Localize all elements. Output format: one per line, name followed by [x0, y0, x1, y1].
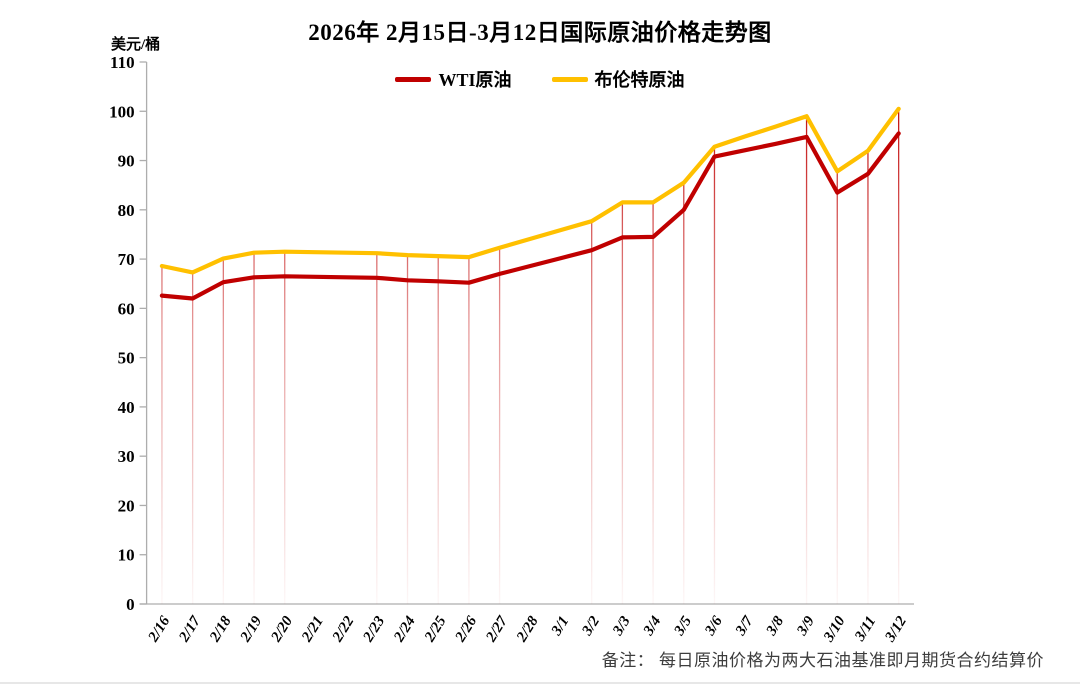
wti-line-swatch-icon — [395, 76, 432, 82]
y-tick-label: 50 — [118, 349, 135, 368]
x-tick-label: 2/18 — [206, 613, 234, 645]
y-tick-label: 10 — [118, 546, 135, 565]
x-tick-label: 3/2 — [579, 613, 604, 639]
y-tick-label: 80 — [118, 201, 135, 220]
y-tick-label: 100 — [109, 102, 135, 121]
brent-line-swatch-icon — [551, 76, 588, 82]
y-tick-label: 110 — [110, 53, 135, 72]
x-tick-label: 3/1 — [548, 614, 572, 640]
x-tick-label: 3/6 — [702, 613, 727, 639]
y-tick-label: 90 — [118, 152, 135, 171]
x-tick-label: 3/11 — [852, 614, 880, 645]
x-tick-label: 3/8 — [763, 613, 788, 639]
x-tick-label: 2/17 — [176, 613, 204, 645]
x-tick-label: 2/23 — [360, 613, 388, 645]
x-tick-label: 3/9 — [794, 613, 819, 639]
x-tick-label: 2/26 — [452, 613, 480, 645]
legend-label-wti: WTI原油 — [438, 70, 512, 90]
y-axis: 0 10 20 30 40 50 60 70 80 90 100 110 — [109, 53, 148, 614]
x-tick-label: 3/7 — [732, 613, 757, 639]
x-tick-label: 2/22 — [329, 613, 357, 645]
x-tick-label: 3/10 — [820, 613, 848, 645]
brent-line — [159, 106, 901, 275]
x-tick-label: 2/25 — [421, 613, 449, 645]
y-tick-label: 30 — [118, 447, 135, 466]
x-tick-label: 3/12 — [882, 613, 910, 645]
y-tick-label: 0 — [126, 595, 135, 614]
x-tick-label: 3/3 — [610, 613, 635, 639]
x-tick-label: 2/20 — [268, 613, 296, 645]
legend-item-wti: WTI原油 — [395, 66, 512, 92]
x-tick-label: 2/27 — [483, 613, 511, 645]
legend-label-brent: 布伦特原油 — [594, 70, 685, 90]
x-tick-label: 2/21 — [299, 614, 327, 646]
footnote: 备注： 每日原油价格为两大石油基准即月期货合约结算价 — [601, 651, 1044, 670]
legend-item-brent: 布伦特原油 — [551, 66, 685, 92]
x-tick-label: 2/24 — [391, 613, 419, 645]
y-axis-unit-label: 美元/桶 — [111, 37, 161, 53]
x-tick-label: 2/28 — [513, 613, 541, 645]
y-tick-label: 40 — [118, 398, 135, 417]
x-tick-label: 2/19 — [237, 613, 265, 645]
wti-line — [159, 131, 901, 301]
y-tick-label: 70 — [118, 250, 135, 269]
chart-title: 2026年 2月15日-3月12日国际原油价格走势图 — [308, 20, 772, 45]
legend: WTI原油 布伦特原油 — [0, 66, 1080, 92]
x-tick-label: 3/4 — [640, 613, 665, 639]
x-axis-labels: 2/16 2/17 2/18 2/19 2/20 2/21 2/22 2/23 2/24 2/25… — [145, 613, 910, 645]
y-tick-label: 60 — [118, 299, 135, 318]
y-tick-label: 20 — [118, 496, 135, 515]
x-tick-label: 2/16 — [145, 613, 173, 645]
droplines — [161, 108, 900, 604]
x-tick-label: 3/5 — [671, 613, 696, 639]
